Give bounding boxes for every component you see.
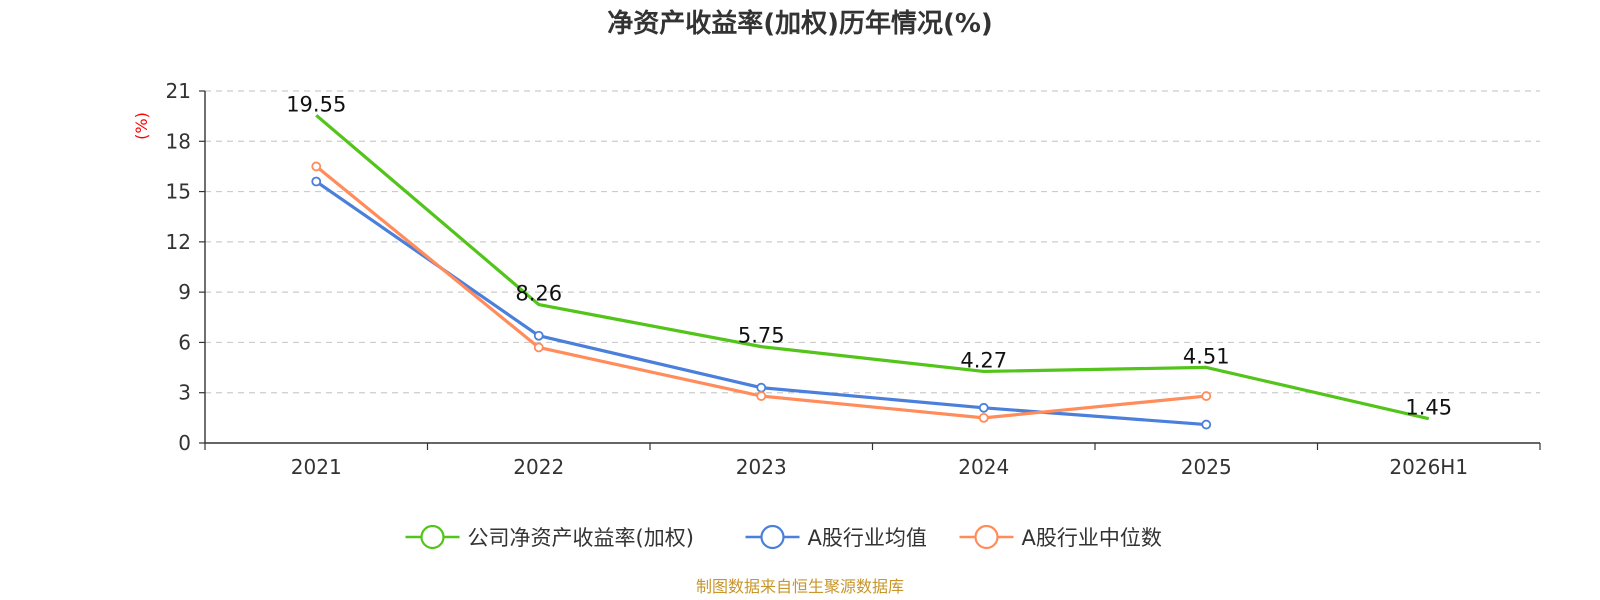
x-tick-label: 2023	[736, 455, 787, 479]
legend-item-1: 公司净资产收益率(加权)	[405, 524, 694, 550]
data-label: 5.75	[738, 324, 785, 348]
data-label: 19.55	[286, 92, 346, 116]
series-3-point	[756, 391, 767, 401]
x-tick-label: 2021	[291, 455, 342, 479]
y-tick-label: 0	[178, 431, 191, 455]
series-2-point	[756, 382, 767, 393]
series-layer	[311, 114, 1430, 430]
data-label: 4.51	[1183, 344, 1230, 368]
y-tick-label: 9	[178, 280, 191, 304]
legend-marker-icon	[974, 524, 999, 550]
grid	[205, 90, 1540, 394]
x-tick-label: 2022	[513, 455, 564, 479]
legend: 公司净资产收益率(加权) A股行业均值 A股行业中位数	[405, 524, 1162, 550]
series-line-1	[315, 114, 1430, 421]
series-2-point	[1201, 419, 1212, 430]
legend-label: A股行业中位数	[1022, 526, 1162, 550]
series-3-point	[533, 342, 544, 353]
legend-label: 公司净资产收益率(加权)	[468, 526, 694, 550]
y-axis-label: (%)	[132, 112, 151, 140]
y-tick-label: 3	[178, 381, 191, 405]
series-3-point	[311, 161, 322, 172]
y-tick-label: 12	[166, 230, 191, 254]
data-labels: 19.55 8.26 5.75 4.27 4.51 1.45	[286, 92, 1452, 419]
y-tick-label: 21	[166, 79, 191, 103]
source-note: 制图数据来自恒生聚源数据库	[696, 577, 904, 596]
data-label: 8.26	[515, 282, 562, 306]
y-tick-label: 18	[166, 129, 191, 153]
data-label: 4.27	[960, 348, 1007, 372]
legend-marker-icon	[760, 524, 785, 550]
x-tick-label: 2026H1	[1389, 455, 1468, 479]
series-3-point	[978, 412, 989, 423]
series-2-point	[533, 330, 544, 341]
x-tick-label: 2024	[958, 455, 1009, 479]
legend-label: A股行业均值	[808, 526, 927, 550]
data-label: 1.45	[1405, 396, 1452, 420]
axes: 0 3 6 9 12 15 18 21 2021 2022 2023 2024 2025 2026H1	[166, 79, 1541, 479]
legend-item-3: A股行业中位数	[959, 524, 1162, 550]
series-2-point	[311, 176, 322, 187]
series-3-point	[1201, 391, 1212, 401]
series-2-point	[978, 402, 989, 413]
legend-item-2: A股行业均值	[745, 524, 927, 550]
y-tick-label: 15	[166, 180, 191, 204]
y-tick-label: 6	[178, 330, 191, 354]
chart-title: 净资产收益率(加权)历年情况(%)	[607, 8, 993, 39]
x-tick-label: 2025	[1181, 455, 1232, 479]
legend-marker-icon	[420, 524, 445, 550]
